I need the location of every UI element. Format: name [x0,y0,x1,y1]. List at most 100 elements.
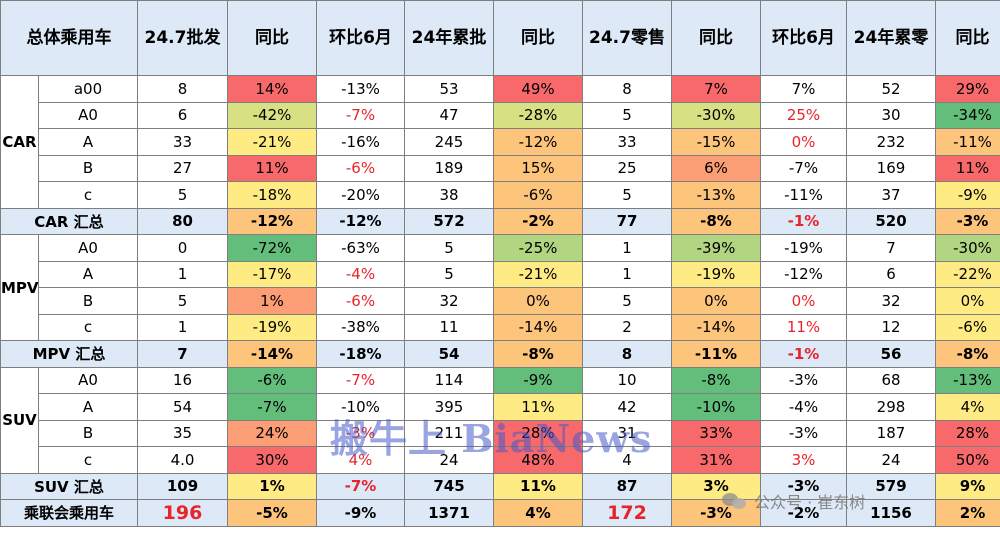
table-cell: -21% [227,128,317,156]
table-row-car-b: B 27 11% -6% 189 15% 25 6% -7% 169 11% [1,154,1000,182]
table-cell: 37 [846,181,936,209]
table-cell: 80 [137,207,228,235]
table-cell: -4% [316,260,405,288]
table-cell: -11% [671,340,761,368]
table-cell: 11% [493,472,583,500]
table-cell: 53 [404,75,494,103]
header-wholesale-ytd: 24年累批 [404,0,494,76]
table-cell: 24 [404,446,494,474]
row-label: c [38,446,138,474]
table-cell: -34% [935,101,1000,129]
table-cell: 5 [137,287,228,315]
wechat-credit: 公众号 · 崔东树 [722,489,865,513]
table-cell: -42% [227,101,317,129]
table-cell: 6 [846,260,936,288]
wechat-credit-text: 公众号 · 崔东树 [754,493,866,512]
row-label: A [38,393,138,421]
table-cell: 0% [935,287,1000,315]
table-row-mpv-sum: MPV 汇总 7 -14% -18% 54 -8% 8 -11% -1% 56 -8% [0,340,1000,368]
row-label: A [38,260,138,288]
table-cell: -25% [493,234,583,262]
row-label: 乘联会乘用车 [0,499,138,527]
row-label: A0 [38,101,138,129]
row-label: c [38,181,138,209]
table-cell: 35 [137,419,228,447]
table-cell: 1371 [404,499,494,527]
table-cell: 1% [227,472,317,500]
table-cell: 16 [137,366,228,394]
table-cell: 28% [493,419,583,447]
table-cell: 245 [404,128,494,156]
table-cell: 169 [846,154,936,182]
table-cell: -38% [316,313,405,341]
table-cell: 5 [137,181,228,209]
table-cell: 1 [137,313,228,341]
table-cell: -2% [493,207,583,235]
table-cell: -30% [935,234,1000,262]
table-cell: 5 [582,287,672,315]
table-cell: 33 [582,128,672,156]
table-cell: 77 [582,207,672,235]
table-row-car-sum: CAR 汇总 80 -12% -12% 572 -2% 77 -8% -1% 520 -3% [0,207,1000,235]
table-cell: -18% [316,340,405,368]
table-cell: 1156 [846,499,936,527]
row-label: A0 [38,234,138,262]
table-cell: 54 [404,340,494,368]
table-cell: 8 [582,75,672,103]
table-cell: 172 [582,499,672,527]
table-cell: 2% [935,499,1000,527]
table-cell: 49% [493,75,583,103]
table-row-car-a: A 33 -21% -16% 245 -12% 33 -15% 0% 232 -11% [1,128,1000,156]
table-cell: 25 [582,154,672,182]
table-cell: -6% [935,313,1000,341]
table-cell: -8% [671,366,761,394]
table-row-mpv-c: c 1 -19% -38% 11 -14% 2 -14% 11% 12 -6% [1,313,1000,341]
row-label: A [38,128,138,156]
table-cell: -6% [493,181,583,209]
table-cell: -3% [316,419,405,447]
table-cell: 8 [137,75,228,103]
table-cell: -12% [227,207,317,235]
header-retail-ytd-yoy: 同比 [935,0,1000,76]
table-cell: 0% [493,287,583,315]
table-cell: -30% [671,101,761,129]
table-cell: 0% [671,287,761,315]
table-row-car-c: c 5 -18% -20% 38 -6% 5 -13% -11% 37 -9% [1,181,1000,209]
table-cell: 1 [582,234,672,262]
table-cell: -28% [493,101,583,129]
table-cell: 11% [493,393,583,421]
table-cell: -7% [760,154,847,182]
row-label: B [38,154,138,182]
table-cell: 50% [935,446,1000,474]
watermark: 搬牛上 BiaNews [330,416,653,461]
table-cell: -6% [316,154,405,182]
table-row-car-a0: A0 6 -42% -7% 47 -28% 5 -30% 25% 30 -34% [1,101,1000,129]
table-row-suv-sum: SUV 汇总 109 1% -7% 745 11% 87 3% -3% 579 9% [0,472,1000,500]
table-cell: -14% [227,340,317,368]
table-cell: -2% [760,499,847,527]
table-cell: 5 [404,260,494,288]
table-cell: 6% [671,154,761,182]
table-cell: -63% [316,234,405,262]
table-cell: -10% [316,393,405,421]
table-cell: -39% [671,234,761,262]
table-cell: 32 [846,287,936,315]
table-cell: 27 [137,154,228,182]
table-cell: 520 [846,207,936,235]
table-cell: -72% [227,234,317,262]
table-cell: 9% [935,472,1000,500]
table-cell: -12% [316,207,405,235]
table-cell: 109 [137,472,228,500]
table-cell: 7 [137,340,228,368]
table-cell: 7% [671,75,761,103]
table-cell: 14% [227,75,317,103]
table-cell: -19% [227,313,317,341]
table-cell: 24% [227,419,317,447]
table-cell: 33 [137,128,228,156]
table-cell: -1% [760,207,847,235]
table-row-mpv-a0: MPV A0 0 -72% -63% 5 -25% 1 -39% -19% 7 -30% [0,234,1000,341]
table-cell: 25% [760,101,847,129]
table-cell: -18% [227,181,317,209]
row-label: MPV 汇总 [0,340,138,368]
table-cell: 5 [404,234,494,262]
